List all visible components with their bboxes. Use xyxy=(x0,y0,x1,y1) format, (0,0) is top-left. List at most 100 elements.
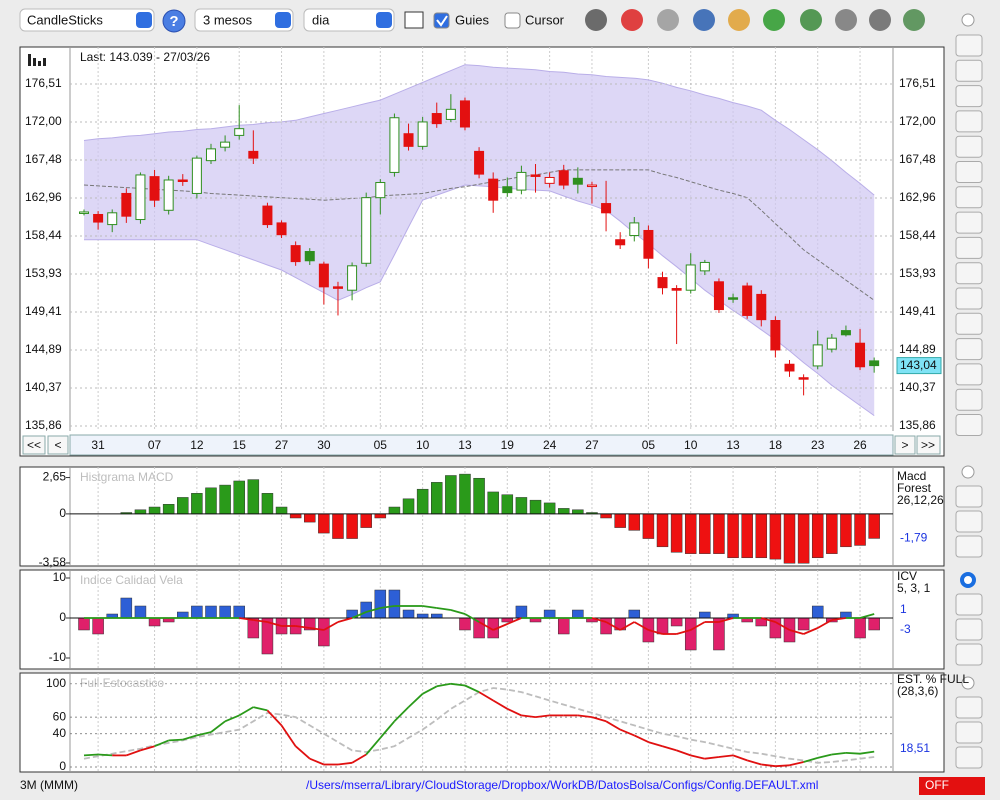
cursor-checkbox[interactable] xyxy=(504,12,521,29)
bar xyxy=(811,605,824,619)
bar xyxy=(233,605,245,619)
bar xyxy=(543,609,556,619)
config-path[interactable]: /Users/mserra/Library/CloudStorage/Dropb… xyxy=(306,778,818,792)
indicator-label: ICV xyxy=(897,569,917,583)
bar xyxy=(78,617,90,631)
bar xyxy=(515,497,528,515)
candle-body xyxy=(389,117,400,173)
indicator-label: EST. % FULL xyxy=(897,672,969,686)
tool-icon[interactable] xyxy=(835,9,857,31)
stoch-line xyxy=(266,709,283,727)
side-button[interactable] xyxy=(955,262,983,285)
tool-icon[interactable] xyxy=(728,9,750,31)
x-tick-label: 26 xyxy=(853,438,867,452)
nav-prev-button[interactable] xyxy=(47,435,69,455)
bar xyxy=(332,513,344,539)
stoch-line xyxy=(648,741,663,748)
y2-tick-label: 153,93 xyxy=(899,266,936,280)
date-scroller[interactable] xyxy=(69,434,894,456)
side-button[interactable] xyxy=(955,59,983,82)
bar xyxy=(713,513,725,554)
side-button[interactable] xyxy=(955,388,983,411)
side-button[interactable] xyxy=(955,363,983,386)
side-button[interactable] xyxy=(955,485,983,508)
icv-line xyxy=(859,613,875,619)
bar xyxy=(600,513,612,519)
candle-body xyxy=(784,363,795,372)
candle-body xyxy=(431,113,442,125)
side-button[interactable] xyxy=(955,34,983,57)
chart-type-select[interactable] xyxy=(19,8,155,32)
side-button[interactable] xyxy=(955,338,983,361)
period-select[interactable] xyxy=(194,8,294,32)
stoch-line xyxy=(196,731,212,737)
side-button[interactable] xyxy=(955,110,983,133)
side-button[interactable] xyxy=(955,186,983,209)
icv-line xyxy=(464,613,480,623)
nav-next-button[interactable] xyxy=(894,435,916,455)
interval-select[interactable] xyxy=(303,8,395,32)
radio[interactable] xyxy=(960,572,976,588)
bar xyxy=(473,477,485,515)
help-button[interactable] xyxy=(162,9,186,33)
side-button[interactable] xyxy=(955,510,983,533)
bar xyxy=(120,597,133,619)
side-button[interactable] xyxy=(955,535,983,558)
last-price-box xyxy=(896,357,942,375)
y-tick-label: 40 xyxy=(53,726,67,740)
line-last-value: 1 xyxy=(900,602,907,616)
candle-body xyxy=(601,203,612,214)
side-button[interactable] xyxy=(955,287,983,310)
bar-last-value: -3 xyxy=(900,622,911,636)
candle-body xyxy=(403,133,414,147)
side-button[interactable] xyxy=(955,746,983,769)
candle-body xyxy=(361,197,372,264)
side-button[interactable] xyxy=(955,643,983,666)
bar xyxy=(501,494,514,515)
side-button[interactable] xyxy=(955,414,983,436)
side-button[interactable] xyxy=(955,696,983,719)
select-arrow xyxy=(275,12,291,28)
stoch-line xyxy=(280,724,297,747)
candle-body xyxy=(332,286,343,289)
side-button[interactable] xyxy=(955,593,983,616)
tool-icon[interactable] xyxy=(657,9,679,31)
candle-body xyxy=(855,342,866,368)
chart-icon[interactable] xyxy=(404,11,424,29)
side-button[interactable] xyxy=(955,135,983,158)
tool-icon[interactable] xyxy=(869,9,891,31)
radio[interactable] xyxy=(961,13,975,27)
bar xyxy=(656,513,669,548)
tool-icon[interactable] xyxy=(585,9,607,31)
stoch-line xyxy=(831,752,847,756)
tool-icon[interactable] xyxy=(903,9,925,31)
nav-first-button[interactable] xyxy=(22,435,46,455)
icv-line xyxy=(690,621,706,631)
tool-icon[interactable] xyxy=(621,9,643,31)
side-button[interactable] xyxy=(955,85,983,108)
candle-body xyxy=(530,174,541,177)
tool-icon[interactable] xyxy=(693,9,715,31)
stoch-line xyxy=(492,699,508,710)
toolbar: CandleSticks ? 3 mesos dia Guies Cursor xyxy=(19,8,925,33)
side-button[interactable] xyxy=(955,312,983,335)
tool-icon[interactable] xyxy=(800,9,822,31)
side-button[interactable] xyxy=(955,618,983,641)
radio[interactable] xyxy=(961,676,975,690)
bar xyxy=(261,493,274,515)
side-button[interactable] xyxy=(955,236,983,259)
radio[interactable] xyxy=(961,465,975,479)
bar xyxy=(247,479,260,515)
side-button[interactable] xyxy=(955,211,983,234)
tool-icon[interactable] xyxy=(763,9,785,31)
bar xyxy=(699,513,711,554)
guides-checkbox[interactable] xyxy=(433,12,450,29)
candle-body xyxy=(107,212,118,226)
off-toggle[interactable] xyxy=(919,777,985,795)
nav-last-button[interactable] xyxy=(916,435,941,455)
bar xyxy=(826,513,838,554)
side-button[interactable] xyxy=(955,161,983,183)
stoch-line xyxy=(662,745,677,752)
side-button[interactable] xyxy=(955,721,983,744)
